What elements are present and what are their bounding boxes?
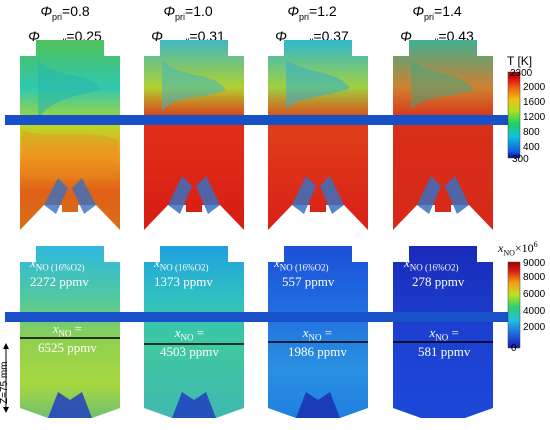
nox-outlet-value: 557 ppmv bbox=[282, 273, 335, 289]
nox-symbol: x bbox=[404, 255, 410, 270]
nox-subscript: NO (16%O2) bbox=[279, 262, 329, 273]
nox-symbol: x bbox=[302, 325, 309, 340]
nox-subscript: NO bbox=[180, 332, 194, 343]
phi-pri-symbol: Φ bbox=[412, 3, 425, 19]
phi-overall-symbol: Φ bbox=[151, 27, 163, 44]
nox-subscript: NO (16%O2) bbox=[35, 262, 85, 273]
nox-panel-2 bbox=[129, 246, 259, 418]
temperature-panel-1 bbox=[5, 40, 135, 230]
nox-tick: 0 bbox=[511, 343, 517, 354]
nox-subscript: NO bbox=[435, 332, 449, 343]
nox-equals: = bbox=[448, 325, 459, 340]
temperature-panel-3 bbox=[253, 40, 383, 230]
nox-symbol: x bbox=[52, 321, 59, 336]
nox-tick: 8000 bbox=[523, 272, 546, 283]
nox-outlet-value: 1373 ppmv bbox=[154, 273, 213, 289]
phi-pri-value: =0.8 bbox=[62, 3, 90, 19]
phi-pri-symbol: Φ bbox=[163, 3, 176, 19]
nox-colorbar bbox=[507, 261, 521, 349]
nox-subscript: NO bbox=[58, 328, 72, 339]
phi-pri-subscript: pri bbox=[299, 11, 310, 22]
temperature-colorbar bbox=[507, 71, 521, 159]
nox-colorbar-title: xNO×106 bbox=[498, 240, 538, 257]
phi-pri-subscript: pri bbox=[424, 11, 435, 22]
nox-line-annotation-3: xNO = 1986 ppmv bbox=[288, 326, 347, 359]
phi-overall-value: =0.25 bbox=[66, 27, 102, 44]
phi-pri-subscript: pri bbox=[175, 11, 186, 22]
temperature-tick: 800 bbox=[523, 127, 540, 138]
nox-equals: = bbox=[321, 325, 333, 340]
phi-pri-subscript: pri bbox=[52, 11, 63, 22]
phi-overall-symbol: Φ bbox=[400, 27, 412, 44]
nox-subscript: NO (16%O2) bbox=[159, 262, 209, 273]
nox-symbol: x bbox=[30, 255, 36, 270]
nox-outlet-value: 278 ppmv bbox=[412, 273, 465, 289]
temperature-tick: 2300 bbox=[510, 68, 533, 79]
nox-symbol: x bbox=[274, 255, 280, 270]
nox-equals: = bbox=[193, 325, 205, 340]
nox-title-suffix: ×10 bbox=[514, 241, 534, 255]
nox-title-subscript: NO bbox=[503, 248, 515, 258]
nox-outlet-annotation-4: xNO (16%O2) 278 ppmv bbox=[404, 256, 464, 289]
nox-line-value: 581 ppmv bbox=[418, 343, 471, 359]
nox-title-superscript: 6 bbox=[533, 240, 538, 249]
phi-pri-value: =1.4 bbox=[434, 3, 462, 19]
nox-tick: 9000 bbox=[523, 258, 546, 269]
z-dimension-label: Z=75 mm bbox=[0, 361, 10, 404]
nox-symbol: x bbox=[174, 325, 181, 340]
phi-overall-value: =0.31 bbox=[189, 27, 225, 44]
nox-panel-4 bbox=[378, 246, 508, 418]
nox-outlet-value: 2272 ppmv bbox=[30, 273, 89, 289]
nox-subscript: NO bbox=[308, 332, 322, 343]
nox-tick: 4000 bbox=[523, 306, 546, 317]
temperature-colorbar-title: T [K] bbox=[507, 54, 533, 68]
nox-line-annotation-4: xNO = 581 ppmv bbox=[418, 326, 470, 359]
z-dimension-arrow bbox=[3, 343, 9, 413]
nox-title-symbol: x bbox=[498, 241, 504, 255]
phi-pri-value: =1.0 bbox=[185, 3, 213, 19]
nox-symbol: x bbox=[154, 255, 160, 270]
nox-panel-1 bbox=[5, 246, 135, 418]
nox-panel-3 bbox=[253, 246, 383, 418]
nox-outlet-annotation-1: xNO (16%O2) 2272 ppmv bbox=[30, 256, 89, 289]
phi-pri-symbol: Φ bbox=[40, 3, 53, 19]
nox-symbol: x bbox=[429, 325, 436, 340]
nox-line-annotation-2: xNO = 4503 ppmv bbox=[160, 326, 219, 359]
column-header-1: Φpri=0.8 Φoverall=0.25 bbox=[10, 2, 120, 52]
phi-pri-symbol: Φ bbox=[287, 3, 300, 19]
nox-equals: = bbox=[71, 321, 83, 336]
temperature-panel-2 bbox=[129, 40, 259, 230]
nox-subscript: NO (16%O2) bbox=[409, 262, 459, 273]
nox-line-annotation-1: xNO = 6525 ppmv bbox=[38, 322, 97, 355]
temperature-tick: 1200 bbox=[523, 112, 546, 123]
temperature-tick: 400 bbox=[523, 142, 540, 153]
nox-line-value: 1986 ppmv bbox=[288, 343, 347, 359]
nox-outlet-annotation-3: xNO (16%O2) 557 ppmv bbox=[274, 256, 334, 289]
nox-outlet-annotation-2: xNO (16%O2) 1373 ppmv bbox=[154, 256, 213, 289]
temperature-panel-4 bbox=[378, 40, 508, 230]
phi-overall-value: =0.37 bbox=[313, 27, 349, 44]
phi-overall-symbol: Φ bbox=[28, 27, 40, 44]
temperature-tick: 1600 bbox=[523, 97, 546, 108]
phi-overall-symbol: Φ bbox=[275, 27, 287, 44]
nox-tick: 6000 bbox=[523, 289, 546, 300]
temperature-tick: 300 bbox=[512, 154, 529, 165]
nox-line-value: 4503 ppmv bbox=[160, 343, 219, 359]
nox-tick: 2000 bbox=[523, 322, 546, 333]
phi-overall-value: =0.43 bbox=[438, 27, 474, 44]
phi-pri-value: =1.2 bbox=[309, 3, 337, 19]
temperature-tick: 2000 bbox=[523, 82, 546, 93]
nox-line-value: 6525 ppmv bbox=[38, 339, 97, 355]
